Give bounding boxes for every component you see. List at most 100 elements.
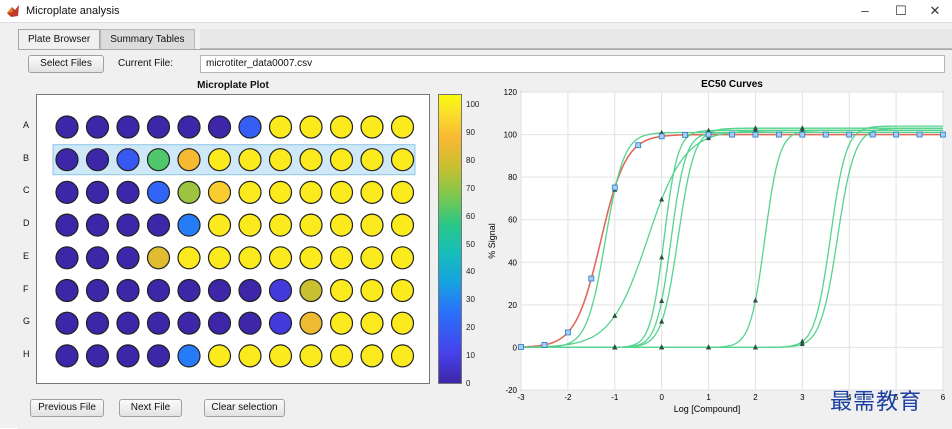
plate-well[interactable] [268,115,293,139]
tab-plate-browser[interactable]: Plate Browser [18,29,101,50]
plate-well[interactable] [207,278,232,303]
close-button[interactable]: ✕ [929,3,941,18]
plate-well[interactable] [55,180,79,205]
plate-well[interactable] [329,278,354,303]
plate-well[interactable] [177,344,201,368]
plate-well[interactable] [85,246,110,270]
microplate-canvas[interactable] [37,95,431,385]
next-file-button[interactable]: Next File [119,399,182,417]
plate-well[interactable] [299,213,323,237]
plate-well[interactable] [299,278,323,303]
previous-file-button[interactable]: Previous File [30,399,104,417]
plate-well[interactable] [177,213,201,237]
plate-well[interactable] [360,278,384,303]
plate-well[interactable] [85,115,110,139]
plate-well[interactable] [329,246,354,270]
plate-well[interactable] [268,246,293,270]
plate-well[interactable] [360,246,384,270]
plate-well[interactable] [207,344,232,368]
plate-well[interactable] [116,213,140,237]
plate-well[interactable] [207,180,232,205]
plate-well[interactable] [116,246,140,270]
maximize-button[interactable]: ☐ [895,3,907,18]
plate-well[interactable] [85,213,110,237]
plate-well[interactable] [85,180,110,205]
plate-well[interactable] [268,148,293,172]
plate-well[interactable] [238,278,262,303]
plate-well[interactable] [360,180,384,205]
plate-well[interactable] [360,115,384,139]
plate-well[interactable] [55,115,79,139]
plate-well[interactable] [329,311,354,335]
plate-well[interactable] [146,115,171,139]
plate-well[interactable] [85,311,110,335]
plate-well[interactable] [116,148,140,172]
plate-well[interactable] [299,246,323,270]
plate-well[interactable] [360,213,384,237]
plate-well[interactable] [55,246,79,270]
plate-well[interactable] [268,344,293,368]
plate-well[interactable] [207,311,232,335]
plate-well[interactable] [116,180,140,205]
plate-well[interactable] [268,311,293,335]
clear-selection-button[interactable]: Clear selection [204,399,285,417]
plate-well[interactable] [177,115,201,139]
plate-well[interactable] [268,180,293,205]
plate-well[interactable] [146,213,171,237]
select-files-button[interactable]: Select Files [28,55,104,73]
plate-well[interactable] [390,311,415,335]
plate-well[interactable] [390,148,415,172]
tab-summary-tables[interactable]: Summary Tables [100,29,195,49]
plate-well[interactable] [55,148,79,172]
plate-well[interactable] [146,246,171,270]
plate-well[interactable] [390,278,415,303]
plate-well[interactable] [299,344,323,368]
plate-well[interactable] [360,311,384,335]
plate-well[interactable] [146,180,171,205]
plate-well[interactable] [299,311,323,335]
plate-well[interactable] [390,344,415,368]
current-file-field[interactable]: microtiter_data0007.csv [200,55,945,73]
plate-well[interactable] [329,344,354,368]
plate-well[interactable] [177,180,201,205]
plate-well[interactable] [207,213,232,237]
plate-well[interactable] [268,213,293,237]
plate-well[interactable] [116,311,140,335]
plate-well[interactable] [207,148,232,172]
plate-well[interactable] [177,148,201,172]
plate-well[interactable] [55,278,79,303]
plate-well[interactable] [146,278,171,303]
plate-well[interactable] [390,180,415,205]
plate-well[interactable] [116,344,140,368]
plate-well[interactable] [238,115,262,139]
plate-well[interactable] [207,115,232,139]
plate-well[interactable] [177,246,201,270]
plate-well[interactable] [55,311,79,335]
plate-well[interactable] [390,115,415,139]
plate-well[interactable] [238,311,262,335]
plate-well[interactable] [85,148,110,172]
plate-well[interactable] [85,278,110,303]
plate-well[interactable] [116,278,140,303]
plate-well[interactable] [238,344,262,368]
plate-well[interactable] [55,213,79,237]
plate-well[interactable] [238,246,262,270]
plate-well[interactable] [146,148,171,172]
plate-well[interactable] [329,213,354,237]
plate-well[interactable] [55,344,79,368]
plate-well[interactable] [360,344,384,368]
plate-well[interactable] [238,148,262,172]
plate-well[interactable] [268,278,293,303]
minimize-button[interactable]: – [861,3,869,18]
plate-well[interactable] [329,180,354,205]
plate-well[interactable] [146,311,171,335]
plate-well[interactable] [390,213,415,237]
plate-well[interactable] [329,115,354,139]
plate-well[interactable] [177,278,201,303]
plate-well[interactable] [329,148,354,172]
plate-well[interactable] [116,115,140,139]
plate-well[interactable] [177,311,201,335]
plate-well[interactable] [360,148,384,172]
plate-well[interactable] [299,115,323,139]
plate-well[interactable] [299,180,323,205]
